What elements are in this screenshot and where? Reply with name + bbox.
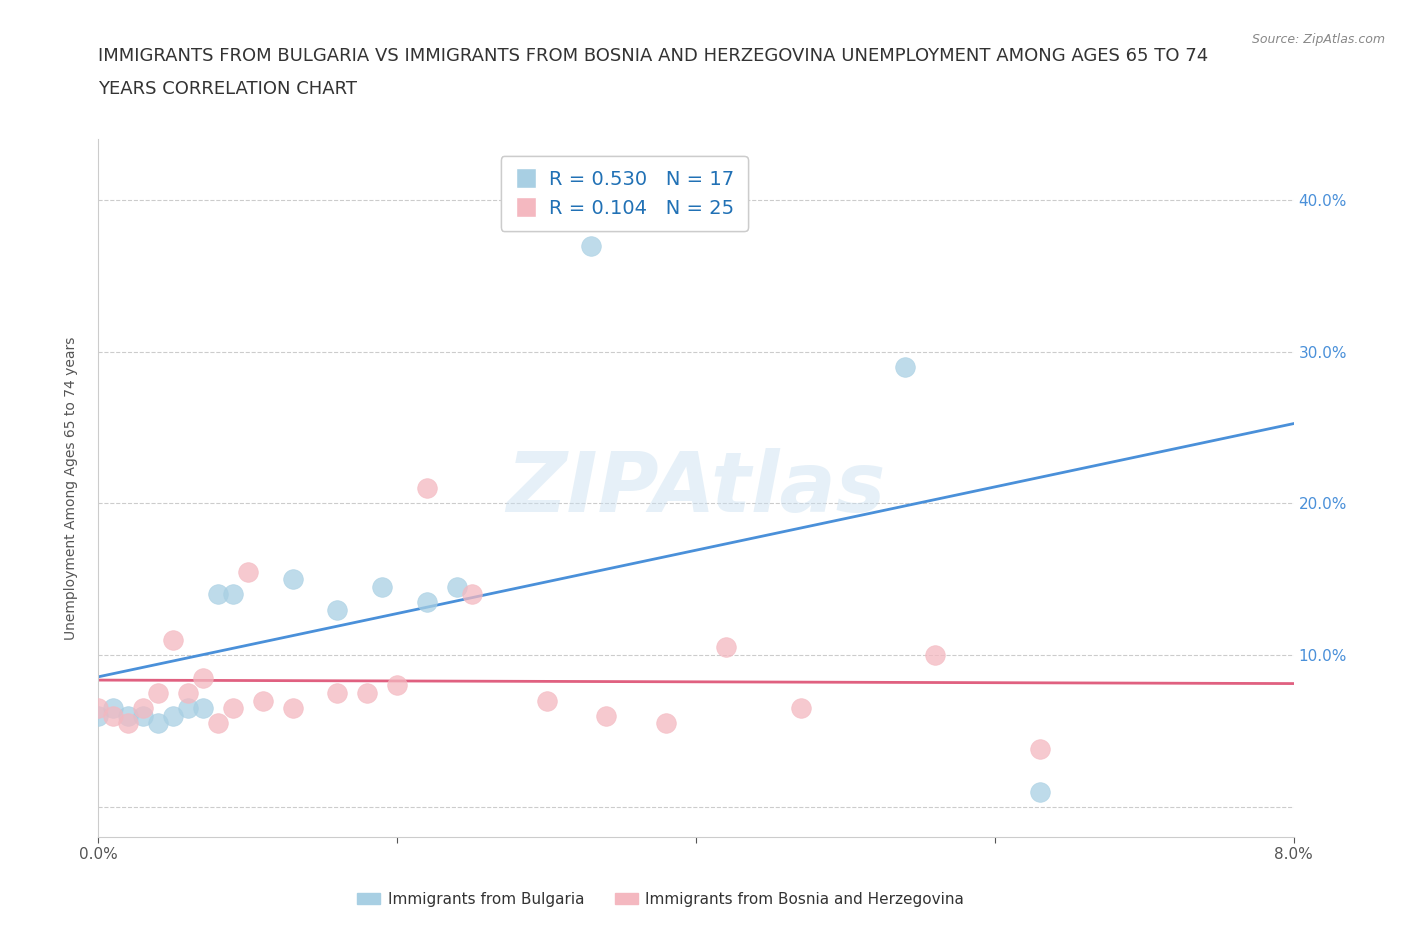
Point xyxy=(326,602,349,617)
Point xyxy=(191,700,214,715)
Point xyxy=(581,238,603,253)
Point xyxy=(132,709,155,724)
Point xyxy=(132,700,155,715)
Point xyxy=(148,716,170,731)
Point xyxy=(148,685,170,700)
Point xyxy=(117,709,139,724)
Point xyxy=(87,700,110,715)
Point xyxy=(536,693,558,708)
Point xyxy=(222,587,245,602)
Point xyxy=(281,700,304,715)
Text: IMMIGRANTS FROM BULGARIA VS IMMIGRANTS FROM BOSNIA AND HERZEGOVINA UNEMPLOYMENT : IMMIGRANTS FROM BULGARIA VS IMMIGRANTS F… xyxy=(98,47,1209,65)
Point xyxy=(385,678,409,693)
Point xyxy=(714,640,737,655)
Legend: Immigrants from Bulgaria, Immigrants from Bosnia and Herzegovina: Immigrants from Bulgaria, Immigrants fro… xyxy=(352,886,970,913)
Point xyxy=(416,481,439,496)
Point xyxy=(236,565,259,579)
Point xyxy=(162,632,184,647)
Point xyxy=(595,709,617,724)
Point xyxy=(281,572,304,587)
Point xyxy=(416,594,439,609)
Point xyxy=(371,579,394,594)
Point xyxy=(252,693,274,708)
Point xyxy=(162,709,184,724)
Point xyxy=(103,700,125,715)
Text: YEARS CORRELATION CHART: YEARS CORRELATION CHART xyxy=(98,80,357,98)
Point xyxy=(207,716,229,731)
Point xyxy=(446,579,468,594)
Point xyxy=(177,700,200,715)
Point xyxy=(87,709,110,724)
Point xyxy=(103,709,125,724)
Point xyxy=(222,700,245,715)
Point xyxy=(356,685,378,700)
Y-axis label: Unemployment Among Ages 65 to 74 years: Unemployment Among Ages 65 to 74 years xyxy=(63,337,77,640)
Text: ZIPAtlas: ZIPAtlas xyxy=(506,447,886,529)
Point xyxy=(326,685,349,700)
Point xyxy=(1028,784,1050,799)
Point xyxy=(117,716,139,731)
Point xyxy=(207,587,229,602)
Point xyxy=(924,647,946,662)
Point xyxy=(1028,741,1050,756)
Text: Source: ZipAtlas.com: Source: ZipAtlas.com xyxy=(1251,33,1385,46)
Legend: R = 0.530   N = 17, R = 0.104   N = 25: R = 0.530 N = 17, R = 0.104 N = 25 xyxy=(501,156,748,232)
Point xyxy=(789,700,811,715)
Point xyxy=(894,360,917,375)
Point xyxy=(655,716,678,731)
Point xyxy=(191,671,214,685)
Point xyxy=(177,685,200,700)
Point xyxy=(461,587,484,602)
